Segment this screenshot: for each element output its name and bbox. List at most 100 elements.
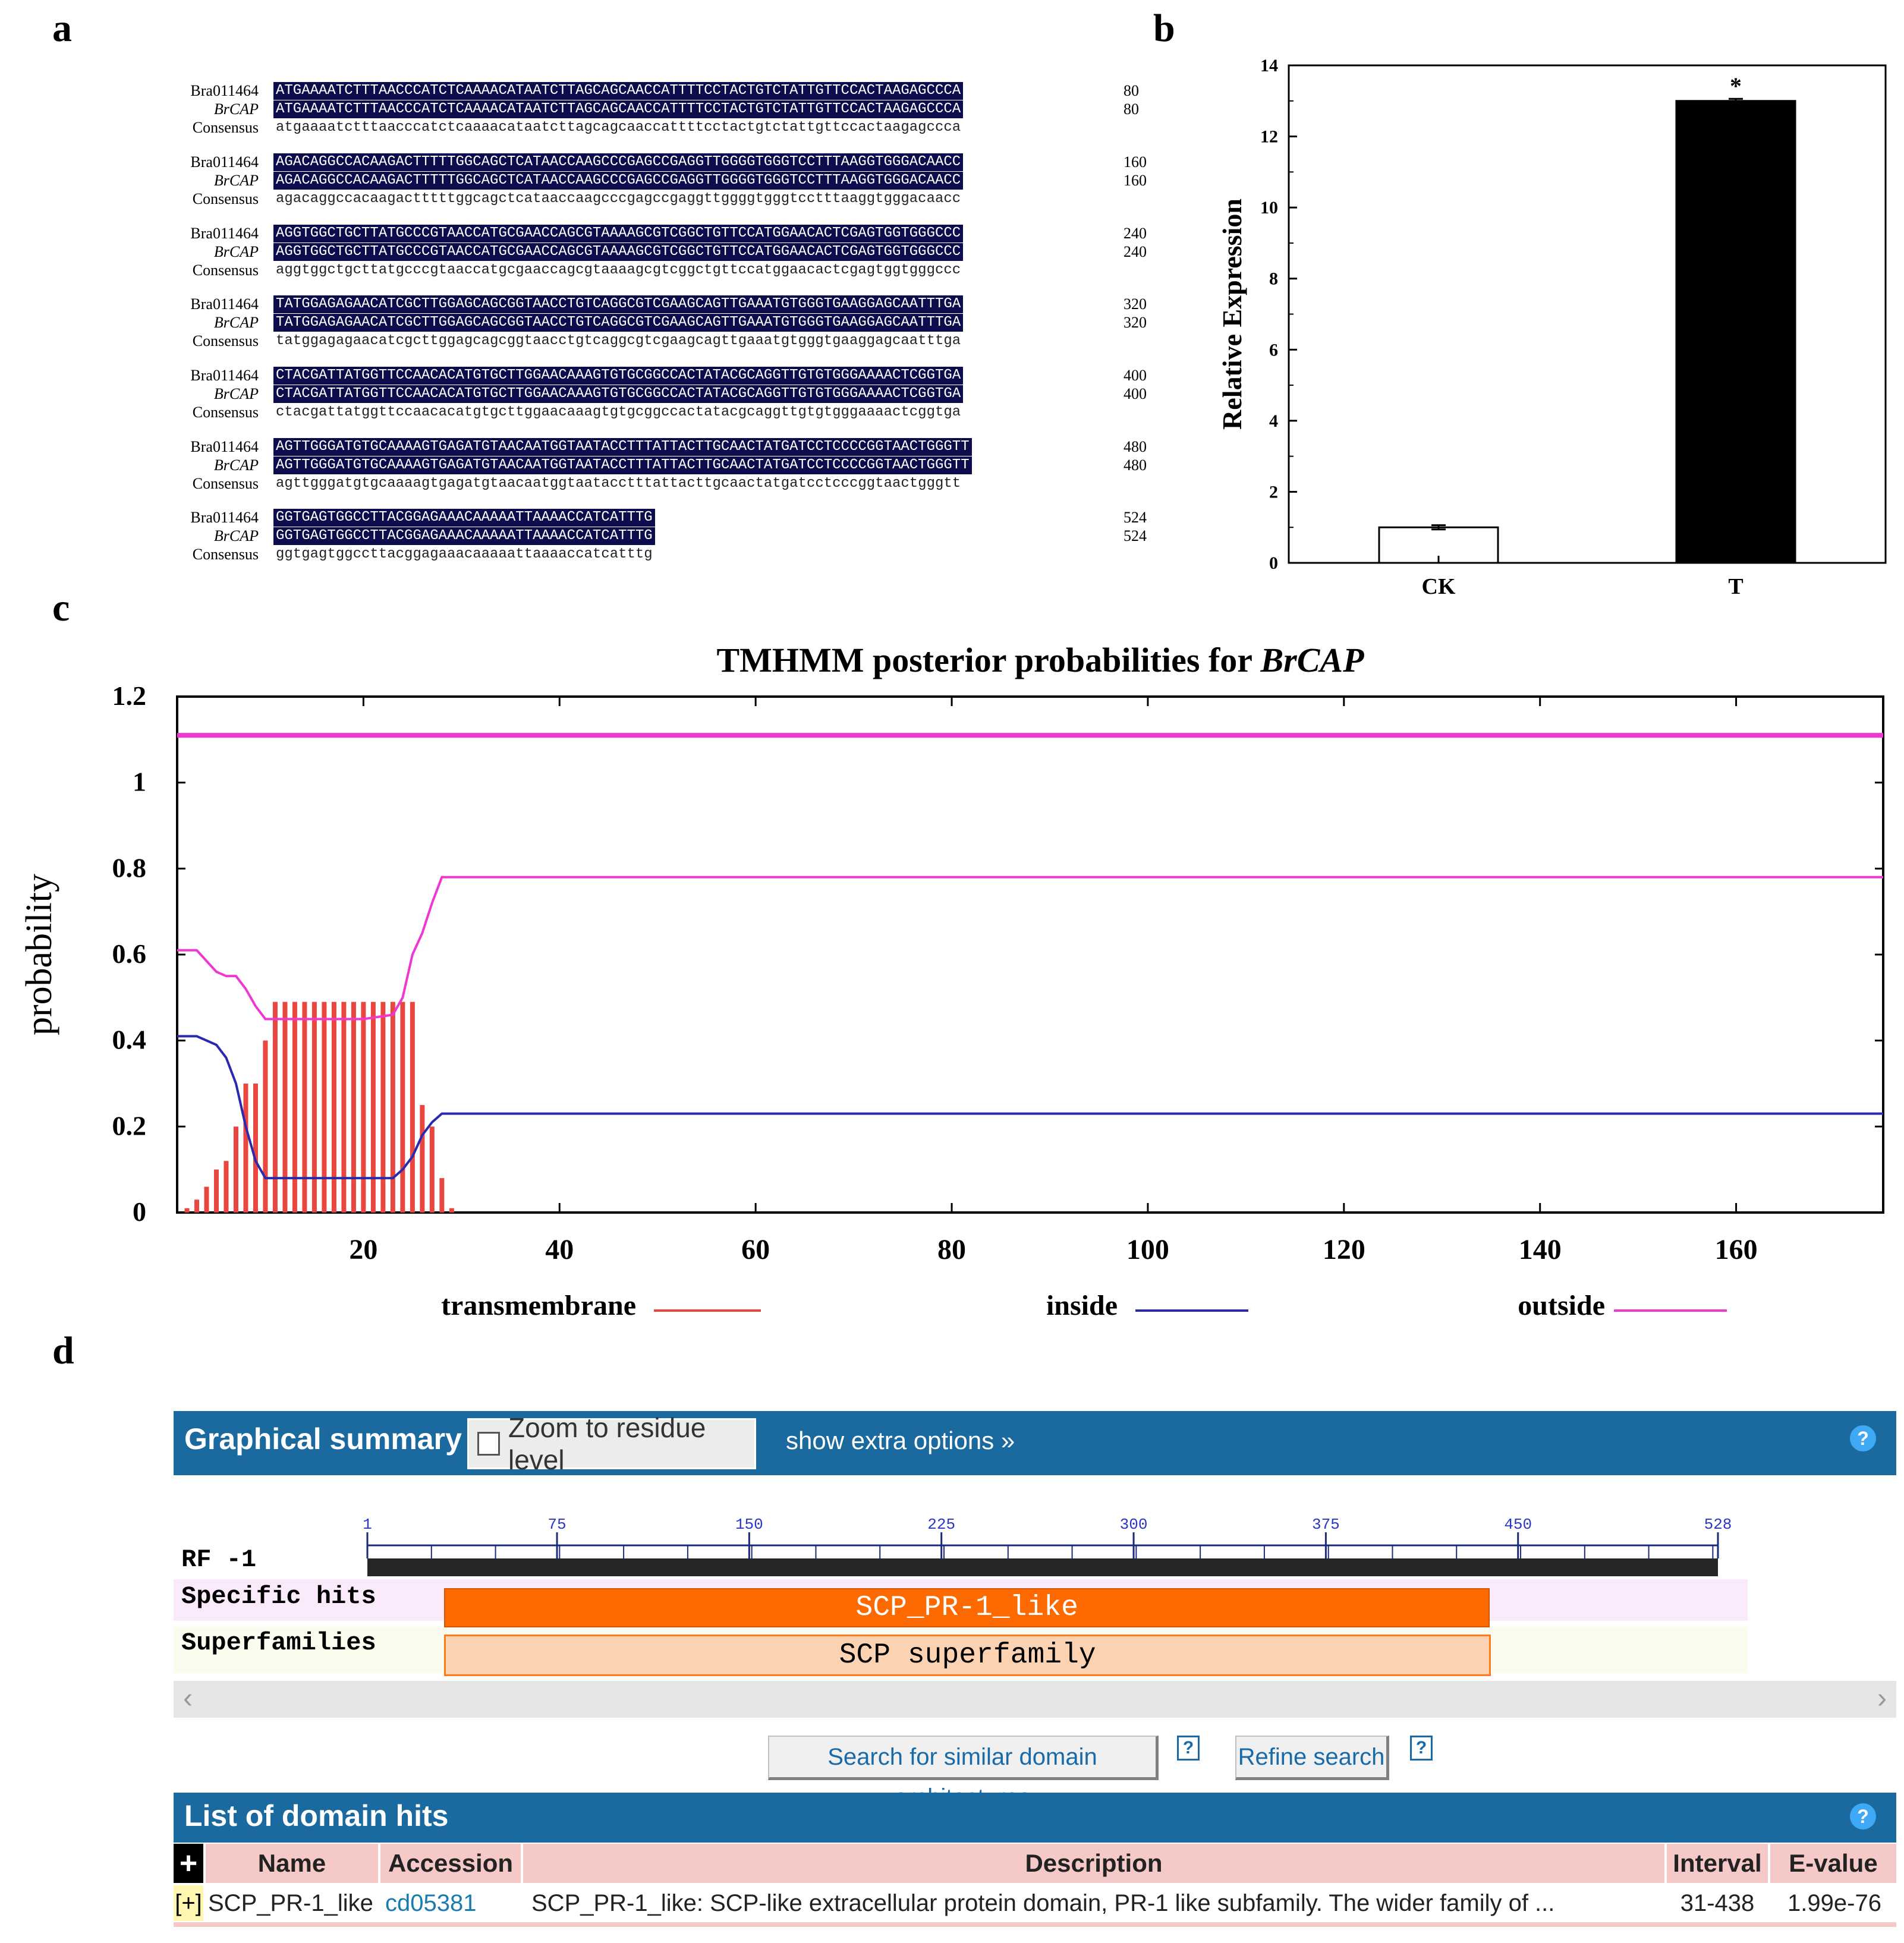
row-name: SCP_PR-1_like: [208, 1890, 373, 1916]
alignment-position: 480: [1123, 456, 1147, 474]
alignment-position: 240: [1123, 225, 1147, 242]
zoom-checkbox[interactable]: [477, 1432, 500, 1456]
alignment-seq-name: Bra011464: [190, 509, 259, 526]
similar-help-icon[interactable]: ?: [1177, 1736, 1200, 1761]
x-tick-label: 100: [1126, 1234, 1169, 1265]
legend-label: outside: [1518, 1290, 1605, 1321]
alignment-position: 524: [1123, 509, 1147, 526]
y-tick-label: 0.4: [112, 1025, 147, 1055]
alignment-block: Bra011464 AGACAGGCCACAAGACTTTTTGGCAGCTCAT…: [160, 153, 1171, 210]
alignment-seq-name: BrCAP: [213, 243, 259, 260]
table-row[interactable]: [+] SCP_PR-1_like cd05381 SCP_PR-1_like:…: [174, 1885, 1896, 1921]
alignment-block: Bra011464 ATGAAAATCTTTAACCCATCTCAAAACATAA…: [160, 82, 1171, 139]
alignment-sequence: AGTTGGGATGTGCAAAAGTGAGATGTAACAATGGTAATAC…: [273, 438, 972, 456]
y-tick-label: 2: [1269, 482, 1278, 502]
significance-marker: *: [1730, 73, 1742, 99]
refine-help-icon[interactable]: ?: [1410, 1736, 1433, 1761]
inside-line: [177, 1035, 1883, 1180]
col-header-interval[interactable]: Interval: [1667, 1844, 1768, 1883]
domain-hits-header: List of domain hits ?: [174, 1793, 1896, 1843]
alignment-seq-name: Bra011464: [190, 82, 259, 99]
alignment-position: 240: [1123, 243, 1147, 260]
y-tick-label: 0.6: [112, 939, 147, 969]
row-accession-link[interactable]: cd05381: [385, 1890, 477, 1916]
domain-hits-table: + Name Accession Description Interval E-…: [174, 1844, 1896, 1927]
tmhmm-svg: TMHMM posterior probabilities for BrCAP 0…: [19, 641, 1884, 1321]
alignment-consensus: atgaaaatctttaacccatctcaaaacataatcttagcag…: [276, 119, 961, 136]
alignment-sequence: CTACGATTATGGTTCCAACACATGTGCTTGGAACAAAGTG…: [273, 385, 964, 403]
alignment-block: Bra011464 AGTTGGGATGTGCAAAAGTGAGATGTAACAA…: [160, 438, 1171, 495]
specific-hit-label: SCP_PR-1_like: [855, 1592, 1078, 1624]
col-header-name[interactable]: Name: [206, 1844, 378, 1883]
panel-label-a: a: [52, 7, 72, 50]
ruler-label: 150: [735, 1516, 763, 1533]
alignment-sequence: TATGGAGAGAACATCGCTTGGAGCAGCGGTAACCTGTCAG…: [273, 295, 964, 313]
alignment-sequence: GGTGAGTGGCCTTACGGAGAAACAAAAATTAAAACCATCA…: [273, 527, 655, 545]
x-tick-label: 20: [349, 1234, 377, 1265]
alignment-seq-name: Bra011464: [190, 438, 259, 455]
alignment-sequence: ATGAAAATCTTTAACCCATCTCAAAACATAATCTTAGCAG…: [273, 100, 964, 118]
alignment-sequence: AGGTGGCTGCTTATGCCCGTAACCATGCGAACCAGCGTAA…: [273, 225, 964, 243]
alignment-seq-name: BrCAP: [213, 314, 259, 331]
zoom-to-residue-toggle[interactable]: Zoom to residue level: [467, 1412, 756, 1475]
specific-hit-bar[interactable]: SCP_PR-1_like: [444, 1588, 1490, 1627]
alignment-sequence: ATGAAAATCTTTAACCCATCTCAAAACATAATCTTAGCAG…: [273, 82, 964, 100]
ruler-label: 450: [1504, 1516, 1532, 1533]
scroll-left-arrow[interactable]: ‹: [183, 1683, 193, 1714]
alignment-position: 400: [1123, 367, 1147, 384]
scroll-right-arrow[interactable]: ›: [1877, 1683, 1887, 1714]
x-tick-label: CK: [1422, 574, 1456, 599]
alignment-seq-name: Consensus: [192, 190, 259, 207]
alignment-seq-name: Consensus: [192, 475, 259, 492]
alignment-position: 80: [1123, 100, 1139, 118]
legend-label: transmembrane: [441, 1290, 636, 1321]
bar: [1675, 100, 1796, 564]
alignment-position: 400: [1123, 385, 1147, 402]
refine-search-button[interactable]: Refine search: [1235, 1736, 1389, 1780]
cdd-results-panel: Graphical summary Zoom to residue level …: [0, 1337, 1904, 1943]
superfamily-bar[interactable]: SCP superfamily: [444, 1635, 1491, 1676]
col-header-description[interactable]: Description: [523, 1844, 1664, 1883]
y-tick-label: 10: [1260, 198, 1278, 218]
alignment-seq-name: BrCAP: [213, 456, 259, 474]
y-tick-label: 6: [1269, 340, 1278, 360]
row-interval: 31-438: [1680, 1890, 1755, 1916]
y-tick-label: 0.8: [112, 852, 147, 883]
superfamily-label: SCP superfamily: [839, 1639, 1096, 1671]
track-label-superfamilies: Superfamilies: [181, 1629, 376, 1657]
alignment-block: Bra011464 CTACGATTATGGTTCCAACACATGTGCTTGG…: [160, 367, 1171, 424]
y-tick-label: 1.2: [112, 681, 147, 711]
alignment-position: 480: [1123, 438, 1147, 455]
expand-all-icon[interactable]: +: [179, 1846, 198, 1881]
alignment-seq-name: Bra011464: [190, 153, 259, 171]
alignment-consensus: agacaggccacaagactttttggcagctcataaccaagcc…: [276, 191, 961, 207]
x-tick-label: T: [1728, 574, 1743, 599]
alignment-seq-name: Consensus: [192, 404, 259, 421]
y-tick-label: 14: [1260, 56, 1278, 75]
track-label-specific-hits: Specific hits: [181, 1582, 376, 1611]
col-header-evalue[interactable]: E-value: [1770, 1844, 1896, 1883]
horizontal-scrollbar[interactable]: ‹ ›: [174, 1681, 1896, 1718]
ruler-label: 225: [927, 1516, 955, 1533]
graphical-summary-header: Graphical summary Zoom to residue level …: [174, 1411, 1896, 1475]
row-expand-icon[interactable]: [+]: [174, 1885, 203, 1921]
y-tick-label: 8: [1269, 269, 1278, 289]
alignment-position: 524: [1123, 527, 1147, 544]
x-tick-label: 140: [1519, 1234, 1562, 1265]
y-axis-label: probability: [19, 874, 59, 1035]
x-tick-label: 120: [1323, 1234, 1365, 1265]
relative-expression-svg: 0 2 4 6 8 10 12 14 Relative Expression CK T *: [1217, 56, 1887, 599]
alignment-consensus: ggtgagtggccttacggagaaacaaaaattaaaaccatca…: [276, 546, 653, 562]
show-extra-options-link[interactable]: show extra options »: [786, 1426, 1015, 1454]
alignment-seq-name: Consensus: [192, 332, 259, 349]
list-help-icon[interactable]: ?: [1850, 1803, 1876, 1829]
expand-all-cell[interactable]: +: [174, 1844, 203, 1883]
alignment-sequence: AGTTGGGATGTGCAAAAGTGAGATGTAACAATGGTAATAC…: [273, 456, 972, 474]
track-label-rf: RF -1: [181, 1545, 257, 1574]
col-header-accession[interactable]: Accession: [380, 1844, 521, 1883]
alignment-seq-name: Consensus: [192, 262, 259, 279]
search-similar-architectures-button[interactable]: Search for similar domain architectures: [768, 1736, 1159, 1810]
alignment-seq-name: BrCAP: [213, 172, 259, 189]
alignment-block: Bra011464 GGTGAGTGGCCTTACGGAGAAACAAAAATTA…: [160, 509, 1171, 566]
help-icon[interactable]: ?: [1850, 1425, 1876, 1451]
